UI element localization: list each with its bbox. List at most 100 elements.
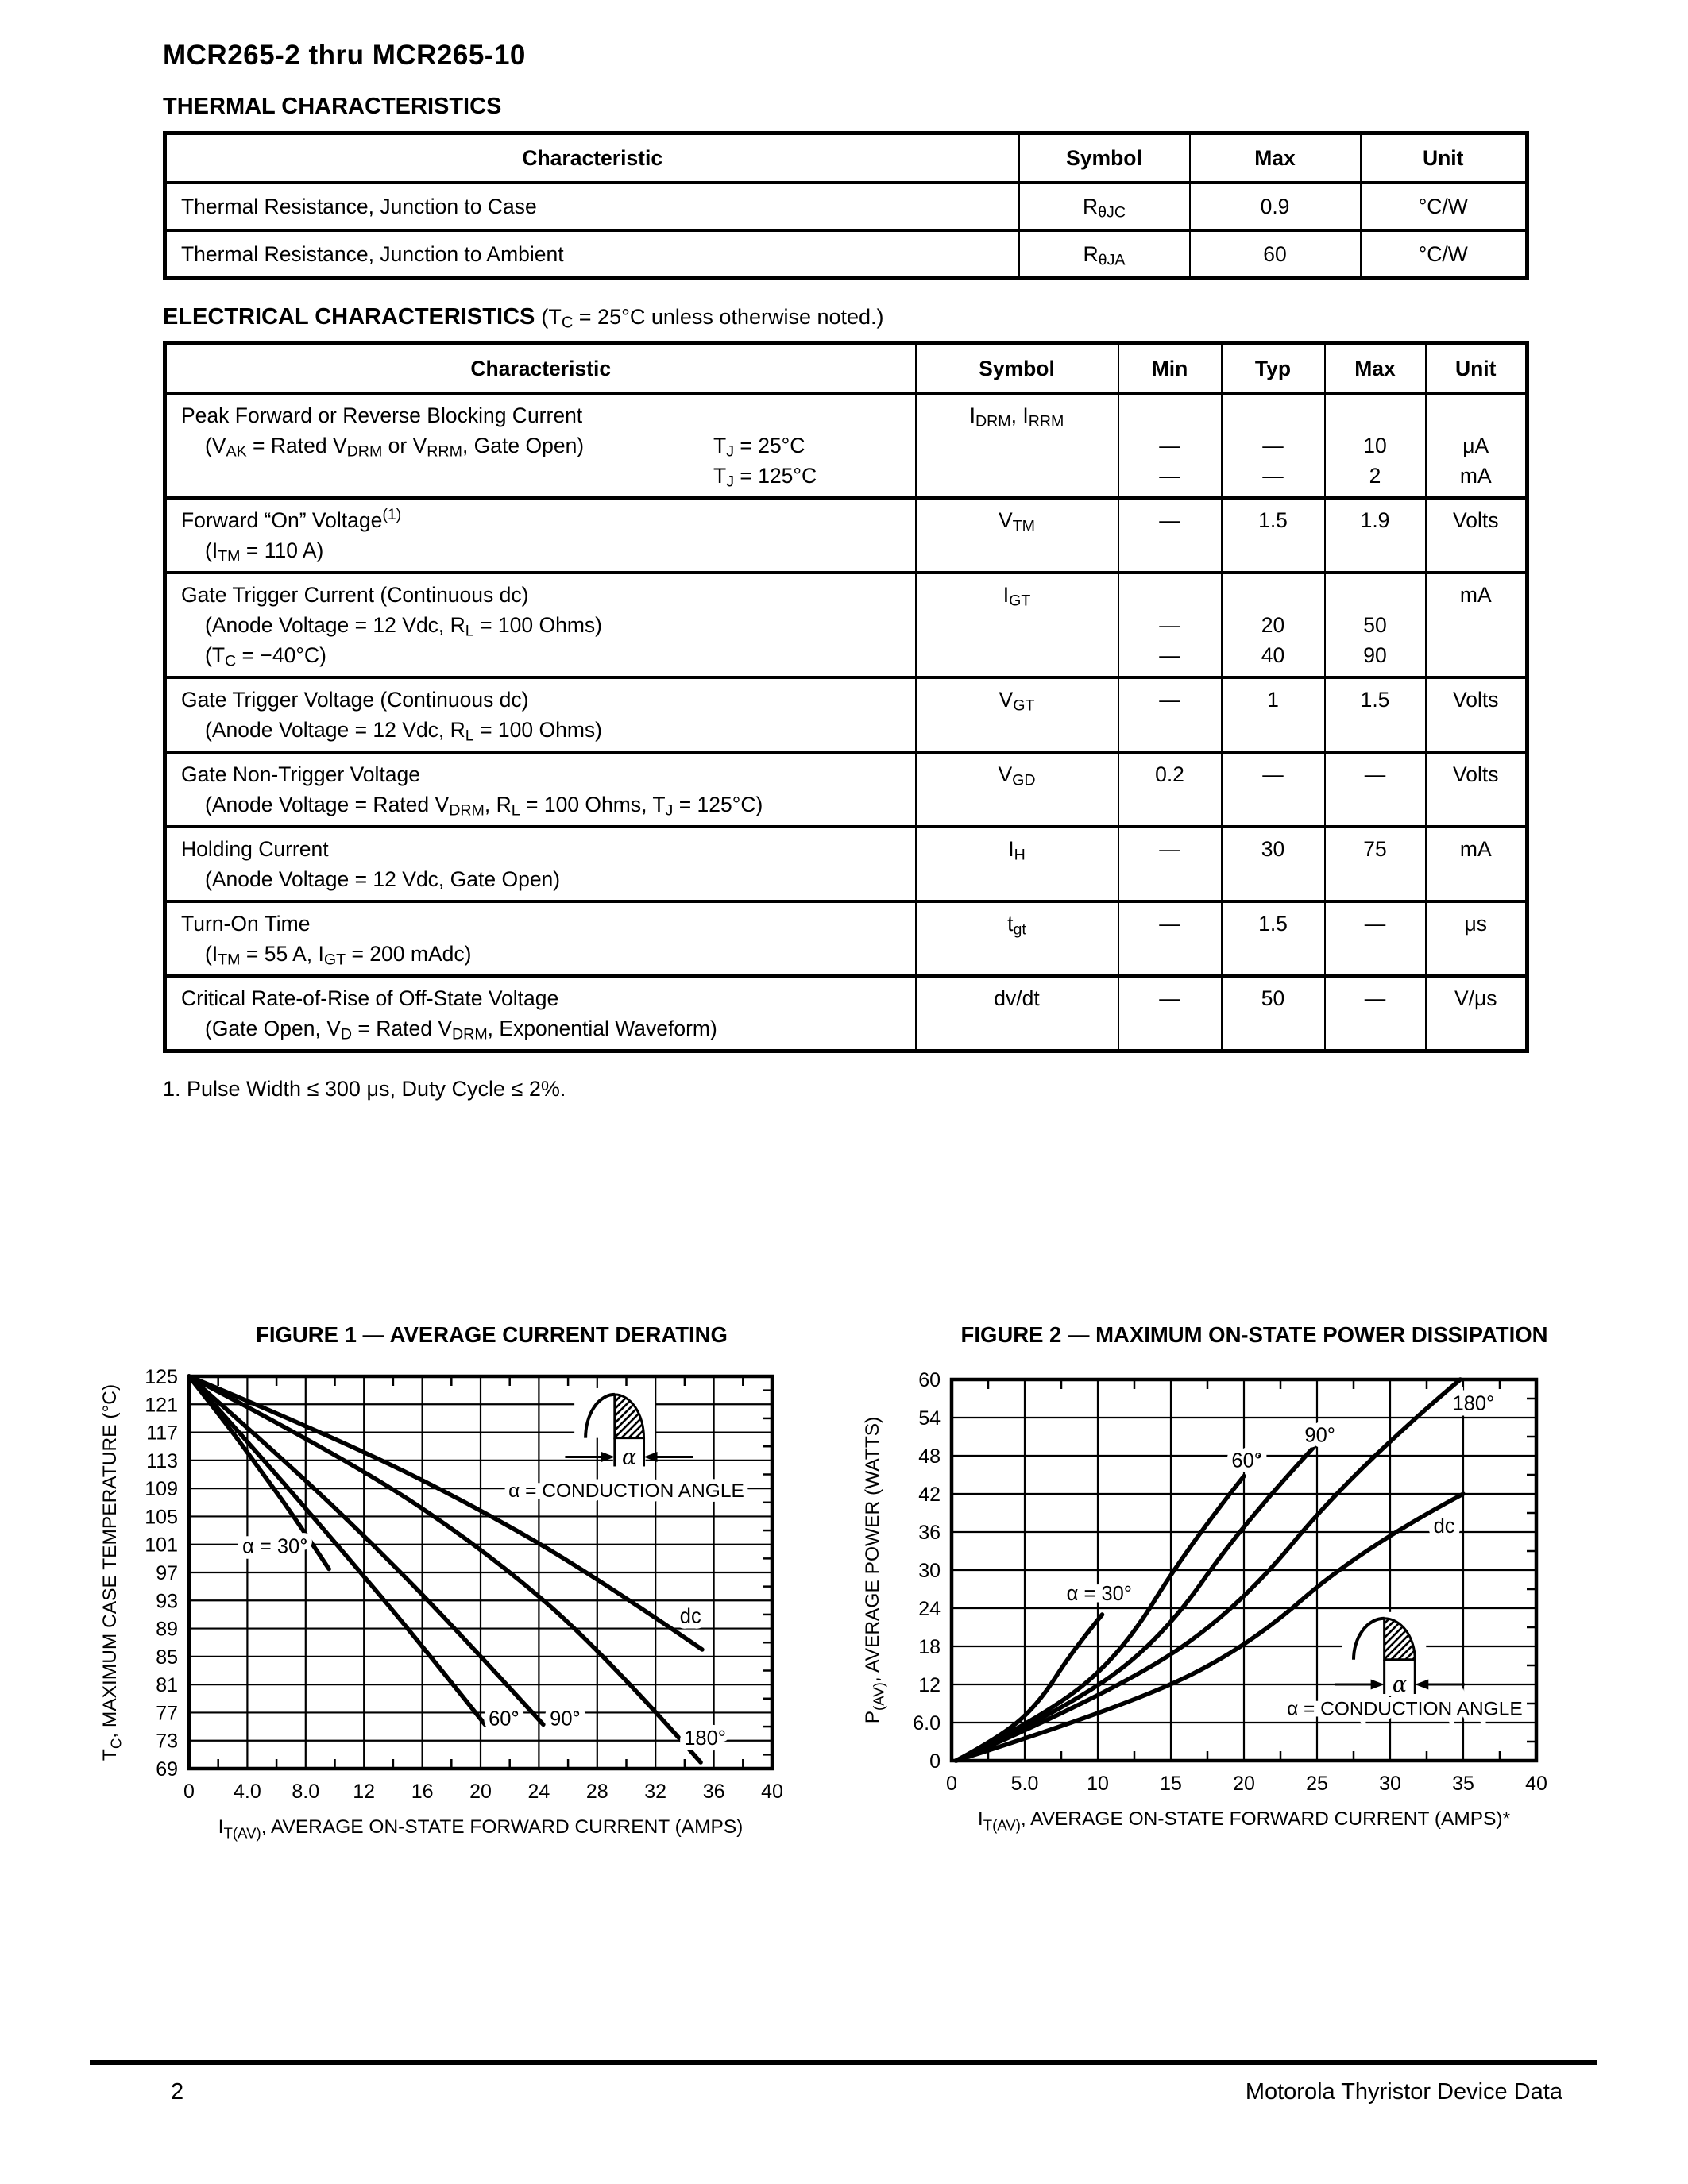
cell-max: — — [1323, 974, 1427, 1053]
value-line: — — [1159, 434, 1180, 457]
characteristic-line: Gate Non-Trigger Voltage — [167, 759, 915, 789]
value-line — [1326, 580, 1425, 610]
svg-text:16: 16 — [411, 1781, 434, 1803]
svg-text:30: 30 — [918, 1560, 941, 1582]
inset-caption: α = CONDUCTION ANGLE — [508, 1480, 744, 1502]
value-line: 75 — [1363, 837, 1387, 861]
table-row: Critical Rate-of-Rise of Off-State Volta… — [164, 974, 1528, 1053]
curve-90° — [953, 1445, 1317, 1763]
electrical-heading: ELECTRICAL CHARACTERISTICS (TC = 25°C un… — [163, 304, 1525, 330]
cell-symbol: RθJA — [1018, 229, 1191, 280]
value-line: — — [1262, 762, 1284, 786]
y-axis-title: P(AV), AVERAGE POWER (WATTS) — [862, 1417, 886, 1724]
value-line: — — [1159, 837, 1180, 861]
table-row: Peak Forward or Reverse Blocking Current… — [164, 392, 1528, 500]
svg-text:81: 81 — [156, 1674, 178, 1696]
conduction-angle-inset: α α = CONDUCTION ANGLE — [504, 1387, 749, 1507]
cell-typ: — — [1220, 751, 1326, 828]
characteristic-text: Gate Trigger Voltage (Continuous dc) — [181, 688, 529, 712]
footer-rule — [90, 2060, 1597, 2065]
svg-text:121: 121 — [145, 1394, 178, 1416]
curve-dc — [953, 1491, 1466, 1763]
cell-symbol: VGT — [914, 676, 1119, 754]
value-line: μA — [1462, 434, 1489, 457]
value-line: — — [1159, 464, 1180, 488]
value-line: 90 — [1363, 643, 1387, 667]
value-line: IDRM, IRRM — [969, 403, 1064, 430]
svg-text:125: 125 — [145, 1366, 178, 1388]
svg-text:18: 18 — [918, 1636, 941, 1658]
cell-min: — — [1117, 496, 1223, 574]
svg-text:8.0: 8.0 — [292, 1781, 319, 1803]
characteristic-line: (Anode Voltage = 12 Vdc, RL = 100 Ohms) — [167, 610, 915, 640]
table-row: Gate Trigger Voltage (Continuous dc) (Ano… — [164, 676, 1528, 754]
figure2-title: FIGURE 2 — MAXIMUM ON-STATE POWER DISSIP… — [960, 1322, 1548, 1347]
svg-text:54: 54 — [918, 1407, 941, 1430]
cell-unit: μs — [1424, 900, 1528, 978]
cell-max: 1.9 — [1323, 496, 1427, 574]
characteristic-text: Holding Current — [181, 837, 329, 861]
svg-text:0: 0 — [946, 1773, 957, 1795]
svg-text:4.0: 4.0 — [234, 1781, 261, 1803]
cell-max: — — [1323, 900, 1427, 978]
cell-unit: °C/W — [1359, 229, 1528, 280]
value-line: 1.9 — [1360, 508, 1390, 532]
value-line: 50 — [1261, 986, 1285, 1010]
value-line: V/μs — [1454, 986, 1497, 1010]
cell-unit: mA — [1424, 571, 1528, 679]
cell-typ: 30 — [1220, 825, 1326, 903]
page-content: MCR265-2 thru MCR265-10 THERMAL CHARACTE… — [95, 40, 1557, 1852]
svg-text:109: 109 — [145, 1478, 178, 1500]
svg-text:180°: 180° — [1453, 1393, 1495, 1415]
cell-max: 75 — [1323, 825, 1427, 903]
curve-90° — [187, 1374, 546, 1727]
cell-min: — — — [1117, 571, 1223, 679]
characteristic-line: Peak Forward or Reverse Blocking Current — [167, 400, 915, 430]
value-line: — — [1159, 613, 1180, 637]
characteristic-text: (TC = −40°C) — [205, 643, 326, 670]
svg-text:0: 0 — [183, 1781, 195, 1803]
footnote: 1. Pulse Width ≤ 300 μs, Duty Cycle ≤ 2%… — [163, 1077, 566, 1101]
characteristic-line: TJ = 125°C — [167, 461, 915, 491]
svg-text:105: 105 — [145, 1506, 178, 1528]
cell-characteristic: Gate Non-Trigger Voltage (Anode Voltage =… — [164, 751, 917, 828]
cell-max: 0.9 — [1188, 181, 1362, 232]
value-line: IH — [1008, 837, 1026, 864]
cell-min: — — [1117, 900, 1223, 978]
value-line: 30 — [1261, 837, 1285, 861]
characteristic-line: Forward “On” Voltage(1) — [167, 505, 915, 535]
svg-text:15: 15 — [1160, 1773, 1182, 1795]
characteristic-text: (Gate Open, VD = Rated VDRM, Exponential… — [205, 1017, 717, 1044]
cell-symbol: RθJC — [1018, 181, 1191, 232]
value-line: 1.5 — [1258, 912, 1288, 936]
table-row: Forward “On” Voltage(1) (ITM = 110 A) VTM —… — [164, 496, 1528, 574]
characteristic-line: (Anode Voltage = 12 Vdc, RL = 100 Ohms) — [167, 715, 915, 745]
svg-text:dc: dc — [680, 1606, 701, 1628]
curve-dc — [187, 1374, 705, 1652]
col-header-unit: Unit — [1359, 131, 1528, 184]
page-number: 2 — [171, 2079, 184, 2105]
svg-text:36: 36 — [918, 1522, 941, 1544]
svg-text:10: 10 — [1087, 1773, 1109, 1795]
svg-text:20: 20 — [1233, 1773, 1255, 1795]
curve-labels: α = 30° 60° 90° 180° dc — [237, 1530, 732, 1755]
tick-labels: 0 5.0 10 15 20 25 30 35 40 60 54 48 42 36 30 24 18 12 6.0 0 — [913, 1369, 1547, 1795]
characteristic-text: (Anode Voltage = 12 Vdc, Gate Open) — [205, 867, 561, 891]
cell-characteristic: Turn-On Time (ITM = 55 A, IGT = 200 mAdc) — [164, 900, 917, 978]
footer-publication: Motorola Thyristor Device Data — [1245, 2079, 1562, 2105]
characteristic-text: Turn-On Time — [181, 912, 311, 936]
cell-typ: 1 — [1220, 676, 1326, 754]
value-line: 1 — [1267, 688, 1279, 712]
cell-symbol: IGT — [914, 571, 1119, 679]
electrical-table: Characteristic Symbol Min Typ Max Unit P… — [163, 341, 1529, 1053]
cell-characteristic: Gate Trigger Current (Continuous dc) (Ano… — [164, 571, 917, 679]
x-axis-title: IT(AV), AVERAGE ON-STATE FORWARD CURRENT… — [978, 1808, 1511, 1833]
value-line: 10 — [1363, 434, 1387, 457]
cell-unit: mA — [1424, 825, 1528, 903]
cell-max: 60 — [1188, 229, 1362, 280]
svg-text:12: 12 — [353, 1781, 375, 1803]
cell-symbol: tgt — [914, 900, 1119, 978]
curve-180° — [187, 1374, 703, 1765]
cell-typ: 1.5 — [1220, 496, 1326, 574]
